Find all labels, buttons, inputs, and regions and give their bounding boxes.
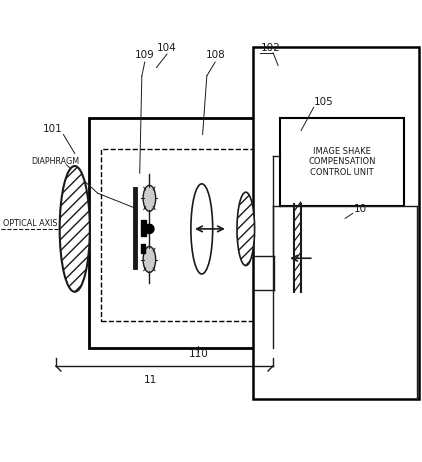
Ellipse shape [237, 192, 254, 266]
Bar [141, 243, 145, 253]
Text: DIAPHRAGM: DIAPHRAGM [32, 157, 80, 166]
Circle shape [145, 224, 154, 233]
Text: 101: 101 [43, 124, 62, 134]
Text: 108: 108 [206, 50, 225, 60]
Ellipse shape [60, 166, 90, 292]
Bar [283, 253, 287, 264]
Ellipse shape [143, 247, 156, 273]
Text: 11: 11 [143, 375, 157, 385]
Text: 104: 104 [157, 43, 177, 53]
Bar [101, 149, 254, 321]
Text: 110: 110 [189, 349, 208, 359]
Ellipse shape [191, 184, 213, 274]
Text: 10: 10 [354, 204, 367, 214]
Text: 109: 109 [135, 50, 154, 60]
Bar [89, 118, 274, 348]
Text: OPTICAL AXIS: OPTICAL AXIS [3, 219, 58, 228]
Text: 105: 105 [314, 97, 333, 107]
Ellipse shape [143, 185, 156, 211]
Text: IMAGE SHAKE
COMPENSATION
CONTROL UNIT: IMAGE SHAKE COMPENSATION CONTROL UNIT [308, 147, 376, 177]
Bar [253, 47, 419, 399]
Bar [141, 220, 146, 236]
Bar [280, 118, 404, 206]
Text: 102: 102 [260, 43, 280, 53]
